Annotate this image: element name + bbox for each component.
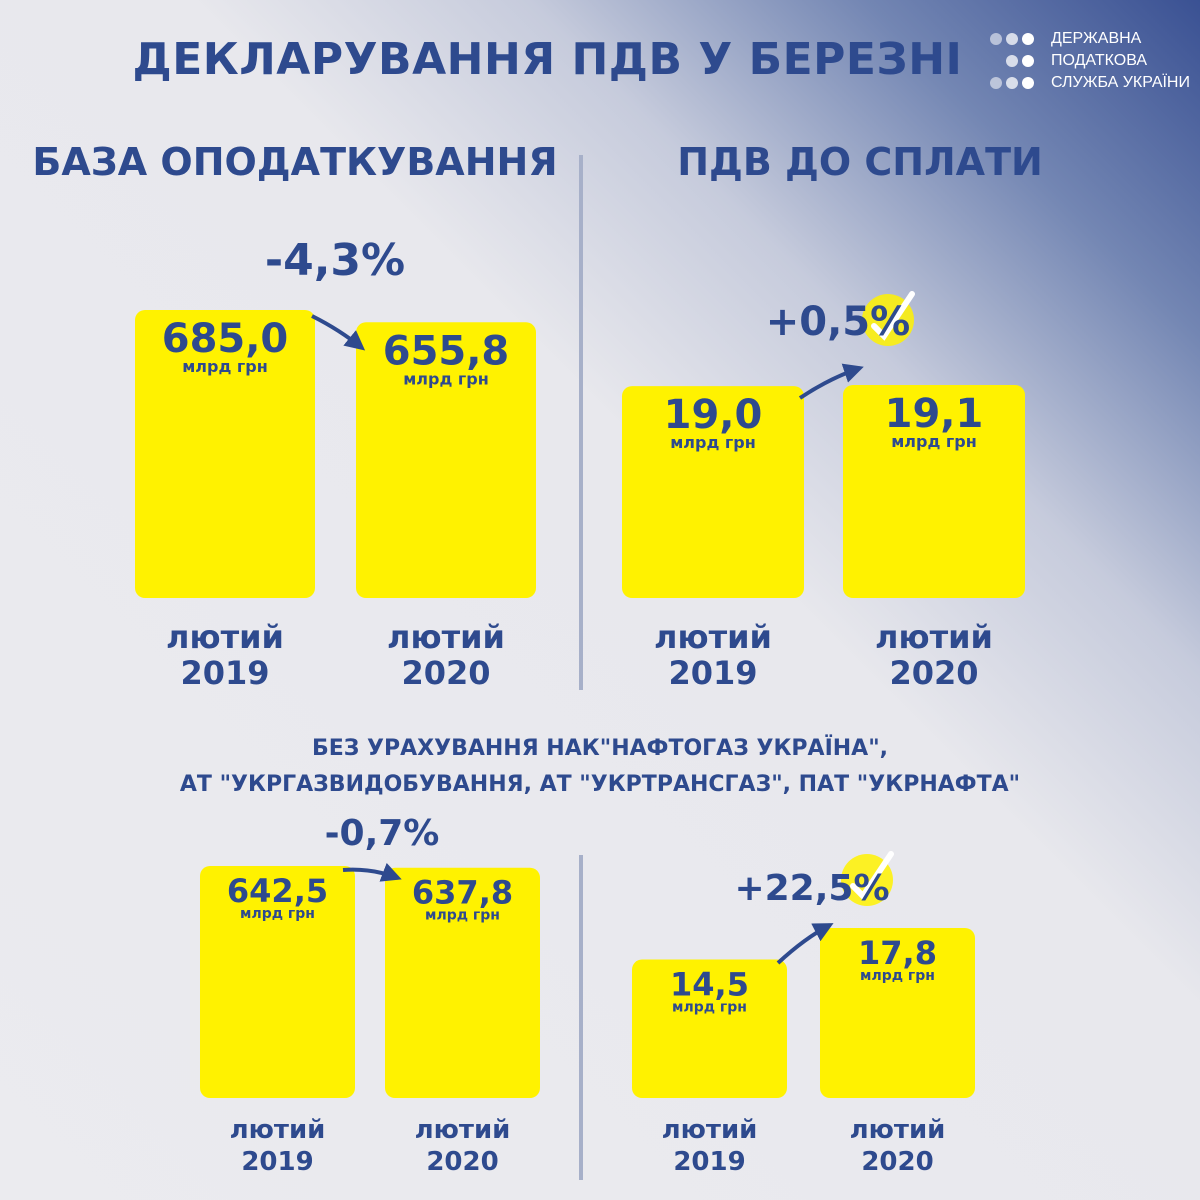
value-label-chart2-1: 19,0 (664, 392, 763, 438)
section-title-tax-base: БАЗА ОПОДАТКУВАННЯ (32, 140, 558, 184)
category-year-chart4-2: 2020 (861, 1147, 933, 1177)
checkmark-circle-icon-chart2 (862, 291, 915, 346)
divider-bottom (579, 855, 583, 1180)
category-month-chart2-2: лютий (875, 618, 993, 656)
category-year-chart2-2: 2020 (889, 654, 978, 692)
bar-chart3-2 (385, 867, 540, 1098)
note-line-1: БЕЗ УРАХУВАННЯ НАК"НАФТОГАЗ УКРАЇНА", (311, 736, 889, 761)
category-month-chart4-2: лютий (850, 1115, 946, 1145)
value-label-chart3-2: 637,8 (412, 874, 513, 912)
arrow-icon-chart3 (342, 862, 402, 882)
bar-chart2-1 (622, 386, 804, 598)
change-label-chart4: +22,5% (734, 868, 889, 909)
bar-chart2-2 (843, 385, 1025, 598)
unit-label-chart3-1: млрд грн (240, 906, 315, 922)
category-year-chart1-1: 2019 (180, 654, 269, 692)
category-month-chart1-1: лютий (166, 618, 284, 656)
category-month-chart3-1: лютий (230, 1115, 326, 1145)
value-label-chart3-1: 642,5 (227, 872, 328, 910)
category-month-chart2-1: лютий (654, 618, 772, 656)
value-label-chart2-2: 19,1 (885, 391, 984, 437)
value-label-chart4-1: 14,5 (670, 966, 749, 1004)
value-label-chart1-2: 655,8 (383, 328, 510, 374)
change-label-chart2: +0,5% (766, 299, 910, 345)
unit-label-chart4-1: млрд грн (672, 1000, 747, 1016)
category-year-chart1-2: 2020 (401, 654, 490, 692)
unit-label-chart3-2: млрд грн (425, 908, 500, 924)
value-label-chart1-1: 685,0 (162, 316, 289, 362)
unit-label-chart1-2: млрд грн (403, 369, 489, 388)
unit-label-chart2-2: млрд грн (891, 432, 977, 451)
bar-chart1-1 (135, 310, 315, 598)
logo-line-3: СЛУЖБА УКРАЇНИ (1051, 74, 1190, 91)
checkmark-circle-icon-chart4 (841, 851, 894, 906)
category-year-chart4-1: 2019 (673, 1147, 745, 1177)
change-label-chart1: -4,3% (265, 235, 405, 286)
logo-line-1: ДЕРЖАВНА (1051, 30, 1142, 47)
change-label-chart3: -0,7% (325, 813, 440, 854)
page-title: ДЕКЛАРУВАННЯ ПДВ У БЕРЕЗНІ (132, 34, 963, 85)
logo-line-2: ПОДАТКОВА (1051, 52, 1148, 69)
dps-logo: ДЕРЖАВНА ПОДАТКОВА СЛУЖБА УКРАЇНИ (988, 28, 1198, 98)
category-year-chart3-1: 2019 (241, 1147, 313, 1177)
logo-text: ДЕРЖАВНА ПОДАТКОВА СЛУЖБА УКРАЇНИ (1051, 28, 1190, 94)
unit-label-chart4-2: млрд грн (860, 968, 935, 984)
category-year-chart3-2: 2020 (426, 1147, 498, 1177)
category-month-chart3-2: лютий (415, 1115, 511, 1145)
note-line-2: АТ "УКРГАЗВИДОБУВАННЯ, АТ "УКРТРАНСГАЗ",… (179, 772, 1021, 797)
arrow-icon-chart4 (776, 923, 834, 965)
bar-chart4-2 (820, 928, 975, 1098)
category-month-chart4-1: лютий (662, 1115, 758, 1145)
category-month-chart1-2: лютий (387, 618, 505, 656)
divider-top (579, 155, 583, 690)
arrow-icon-chart1 (311, 314, 366, 351)
section-title-vat-payable: ПДВ ДО СПЛАТИ (677, 140, 1043, 184)
bar-chart3-1 (200, 866, 355, 1098)
category-year-chart2-1: 2019 (668, 654, 757, 692)
value-label-chart4-2: 17,8 (858, 934, 937, 972)
bar-chart4-1 (632, 959, 787, 1098)
unit-label-chart1-1: млрд грн (182, 357, 268, 376)
arrow-icon-chart2 (798, 363, 864, 400)
unit-label-chart2-1: млрд грн (670, 433, 756, 452)
bar-chart1-2 (356, 322, 536, 598)
logo-dots-icon (990, 33, 1034, 89)
